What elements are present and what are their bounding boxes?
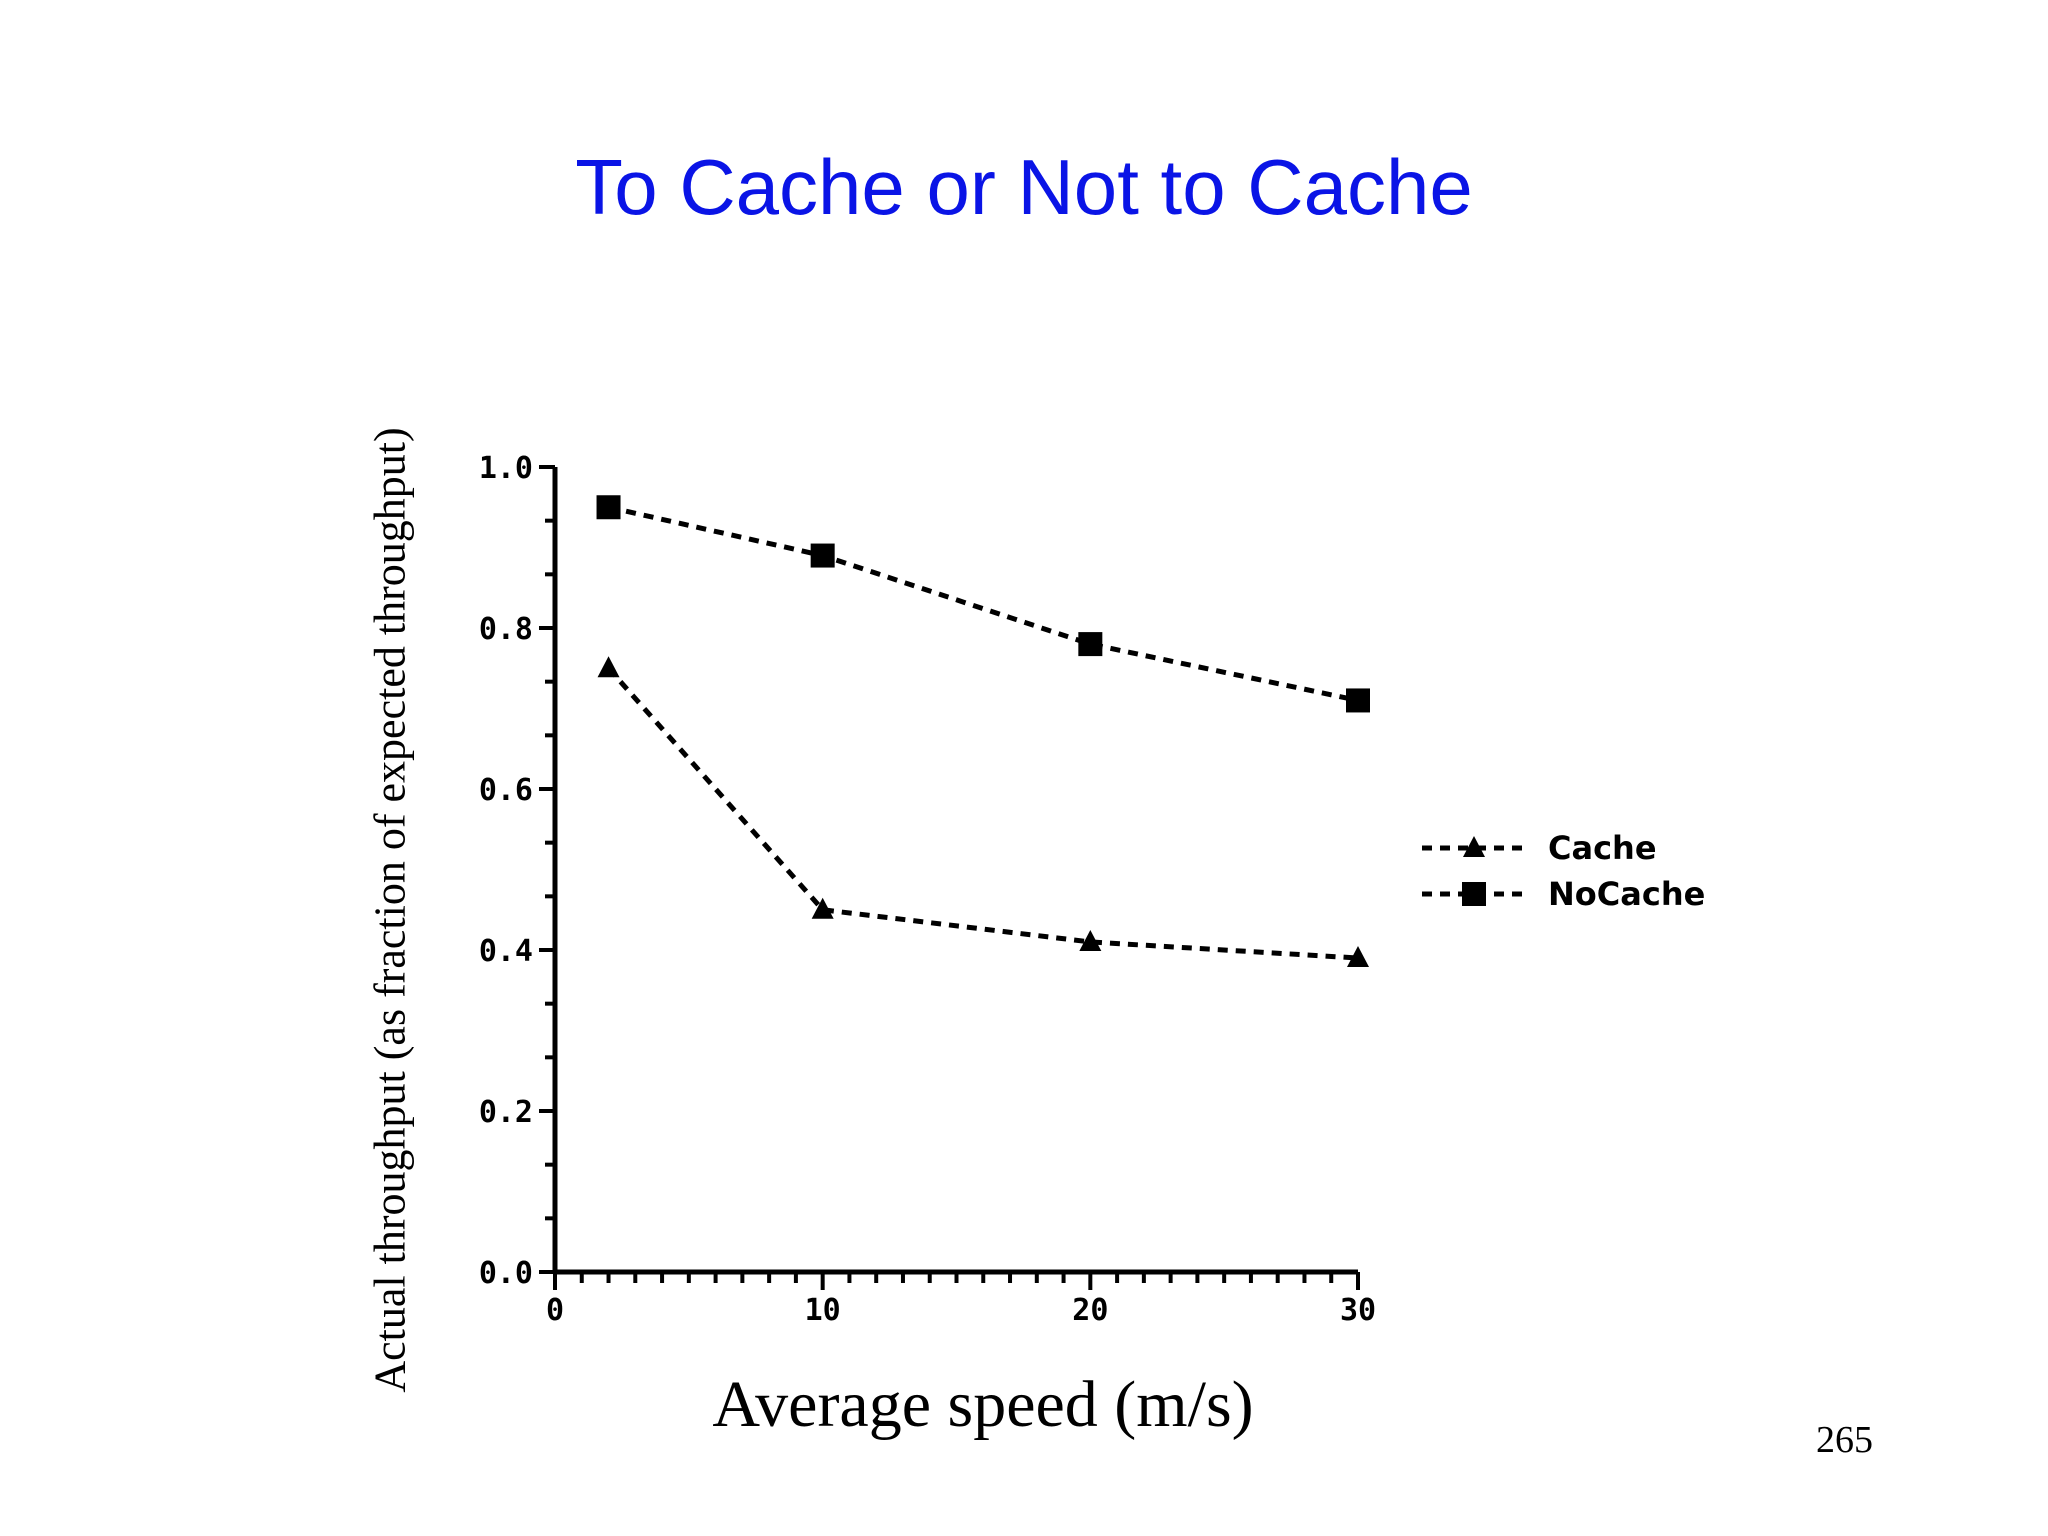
data-point-cache [1079,929,1102,951]
legend-marker-cache [1463,836,1485,857]
y-tick-label: 0.2 [479,1095,533,1130]
x-tick-label: 30 [1340,1293,1376,1328]
legend-label-cache: Cache [1548,829,1657,867]
x-tick-label: 10 [805,1293,841,1328]
x-tick-label: 0 [546,1293,564,1328]
y-tick-label: 0.6 [479,773,533,808]
x-tick-label: 20 [1072,1293,1108,1328]
data-point-cache [1347,946,1369,968]
series-line-nocache [607,504,1359,703]
y-tick-label: 1.0 [479,451,533,486]
data-point-nocache [596,495,621,520]
legend-marker-nocache [1462,882,1486,906]
series-line-cache [606,666,1359,961]
chart-ticks: 0.0 0.2 0.4 0.6 0.8 1.0 0 10 20 30 [479,451,1376,1328]
data-point-nocache [1078,632,1103,657]
data-point-nocache [1346,688,1370,713]
page-number: 265 [1816,1419,1873,1461]
x-axis-label: Average speed (m/s) [712,1368,1254,1441]
chart-axes [552,467,1358,1275]
y-tick-label: 0.0 [479,1256,533,1291]
y-axis-label: Actual throughput (as fraction of expect… [365,427,415,1393]
y-tick-label: 0.4 [479,934,533,969]
data-point-cache [811,897,834,919]
legend-label-nocache: NoCache [1548,875,1705,913]
slide-title: To Cache or Not to Cache [575,143,1473,231]
y-tick-label: 0.8 [479,612,533,647]
chart-series [596,495,1370,968]
data-point-nocache [810,543,835,568]
chart-legend: Cache NoCache [1422,829,1705,913]
data-point-cache [597,656,620,678]
